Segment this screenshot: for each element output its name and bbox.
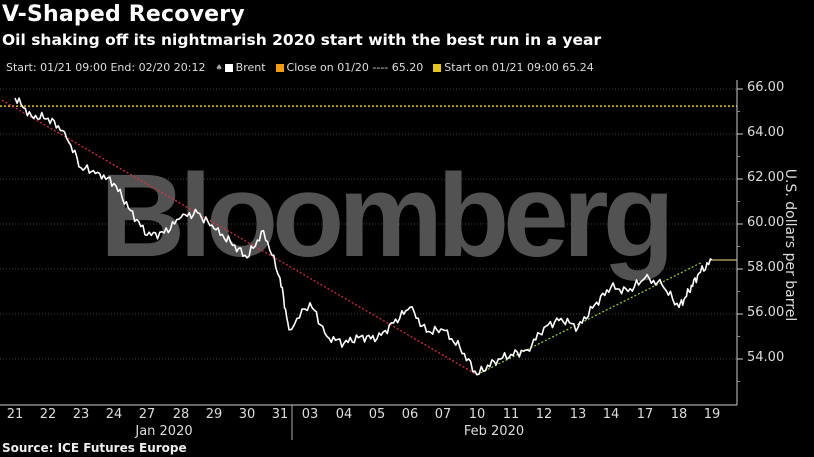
legend-swatch-close <box>275 63 284 72</box>
x-tick-label: 30 <box>238 407 256 422</box>
legend-label-start: Start on 01/21 09:00 65.24 <box>444 61 594 74</box>
brent-price-line <box>14 97 713 376</box>
x-tick-label: 07 <box>434 407 452 422</box>
grid-lines <box>0 88 737 360</box>
legend-label-brent: Brent <box>235 61 266 74</box>
bloomberg-watermark: Bloomberg <box>100 150 675 282</box>
x-tick-label: 29 <box>205 407 223 422</box>
legend-swatch-start <box>433 63 442 72</box>
x-tick-label: 19 <box>703 407 721 422</box>
y-tick-label: 60.00 <box>747 215 785 230</box>
x-tick-label: 22 <box>39 407 57 422</box>
x-tick-label: 27 <box>138 407 156 422</box>
chart-title: V-Shaped Recovery <box>2 2 245 27</box>
y-axis-ticks <box>737 88 743 382</box>
x-tick-label: 23 <box>72 407 90 422</box>
x-tick-label: 06 <box>401 407 419 422</box>
x-tick-label: 21 <box>6 407 24 422</box>
x-tick-label: 28 <box>172 407 190 422</box>
x-tick-label: 13 <box>569 407 587 422</box>
y-tick-label: 66.00 <box>747 80 785 95</box>
uptrend-line <box>476 261 703 376</box>
legend-label-close: Close on 01/20 ---- 65.20 <box>286 61 424 74</box>
x-tick-label: 10 <box>468 407 486 422</box>
y-axis-title: U.S. dollars per barrel <box>782 168 798 322</box>
downtrend-line <box>1 99 478 376</box>
legend-item-start[interactable]: Start on 01/21 09:00 65.24 <box>433 61 594 74</box>
x-tick-label: 17 <box>636 407 654 422</box>
legend-range: Start: 01/21 09:00 End: 02/20 20:12 <box>6 61 205 74</box>
legend: Start: 01/21 09:00 End: 02/20 20:12 ♠ Br… <box>6 61 604 74</box>
legend-swatch-brent <box>224 63 233 72</box>
x-tick-label: 04 <box>335 407 353 422</box>
x-tick-label: 05 <box>368 407 386 422</box>
y-tick-label: 62.00 <box>747 170 785 185</box>
legend-item-close[interactable]: Close on 01/20 ---- 65.20 <box>275 61 424 74</box>
chart-subtitle: Oil shaking off its nightmarish 2020 sta… <box>2 31 602 49</box>
legend-item-brent[interactable]: ♠ Brent <box>215 61 265 74</box>
x-tick-label: 24 <box>105 407 123 422</box>
y-tick-label: 56.00 <box>747 305 785 320</box>
x-tick-label: 11 <box>502 407 520 422</box>
source-note: Source: ICE Futures Europe <box>2 441 187 455</box>
y-tick-label: 58.00 <box>747 260 785 275</box>
legend-range-text: Start: 01/21 09:00 End: 02/20 20:12 <box>6 61 206 74</box>
month-label-jan: Jan 2020 <box>135 424 193 439</box>
x-tick-label: 18 <box>670 407 688 422</box>
pin-icon: ♠ <box>215 63 223 72</box>
x-tick-label: 14 <box>602 407 620 422</box>
y-tick-label: 64.00 <box>747 125 785 140</box>
month-label-feb: Feb 2020 <box>463 424 525 439</box>
x-tick-label: 03 <box>301 407 319 422</box>
y-tick-label: 54.00 <box>747 350 785 365</box>
x-tick-label: 12 <box>535 407 553 422</box>
x-tick-label: 31 <box>271 407 289 422</box>
